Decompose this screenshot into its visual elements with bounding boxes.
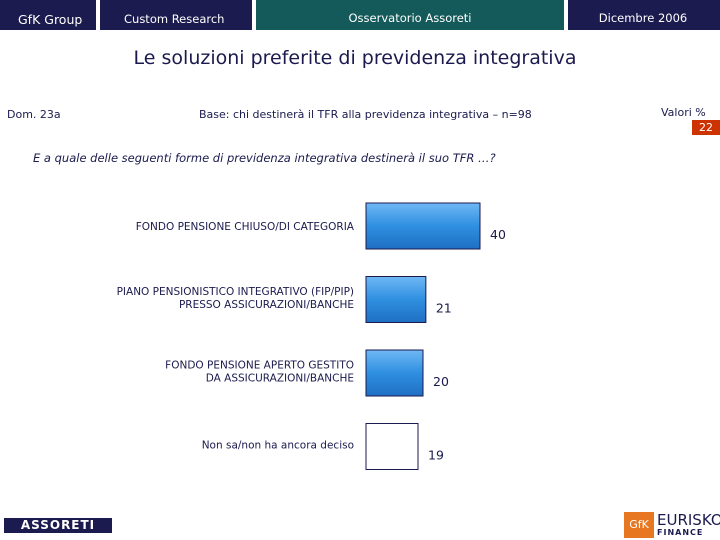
date-label: Dicembre 2006 <box>566 0 720 30</box>
bar-0 <box>365 202 481 250</box>
values-unit-label: Valori % <box>661 106 706 119</box>
header-divider <box>96 0 100 30</box>
question-code: Dom. 23a <box>7 108 61 121</box>
gfk-logo-mark: GfK <box>624 512 654 538</box>
header-bar: GfK Group Custom Research Osservatorio A… <box>0 0 720 30</box>
category-label: Non sa/non ha ancora deciso <box>202 440 354 452</box>
bar-2 <box>365 349 424 397</box>
assoreti-logo: ASSORETI <box>4 518 112 533</box>
eurisko-logo-text: EURISKO <box>657 511 720 529</box>
category-label: FONDO PENSIONE APERTO GESTITO <box>165 360 354 372</box>
category-label: PRESSO ASSICURAZIONI/BANCHE <box>179 299 354 311</box>
category-label: PIANO PENSIONISTICO INTEGRATIVO (FIP/PIP… <box>117 286 354 298</box>
gfk-eurisko-logo: GfK EURISKO FINANCE <box>624 511 720 538</box>
bar-1 <box>365 276 427 323</box>
survey-title: Osservatorio Assoreti <box>254 0 566 30</box>
header-divider <box>252 0 256 30</box>
bar-value-label: 40 <box>490 227 506 242</box>
page-title: Le soluzioni preferite di previdenza int… <box>133 47 577 69</box>
category-label: FONDO PENSIONE CHIUSO/DI CATEGORIA <box>136 221 355 233</box>
section-label: Custom Research <box>98 0 254 30</box>
bar-value-label: 21 <box>436 301 452 316</box>
page-number-badge: 22 <box>692 120 720 135</box>
base-note: Base: chi destinerà il TFR alla previden… <box>199 108 532 121</box>
finance-logo-text: FINANCE <box>657 528 704 537</box>
brand-label: GfK Group <box>0 0 98 30</box>
question-text: E a quale delle seguenti forme di previd… <box>33 151 496 165</box>
category-label: DA ASSICURAZIONI/BANCHE <box>206 373 354 385</box>
bar-value-label: 20 <box>433 374 449 389</box>
bar-3 <box>365 423 419 470</box>
bar-value-label: 19 <box>428 448 444 463</box>
header-divider <box>564 0 568 30</box>
